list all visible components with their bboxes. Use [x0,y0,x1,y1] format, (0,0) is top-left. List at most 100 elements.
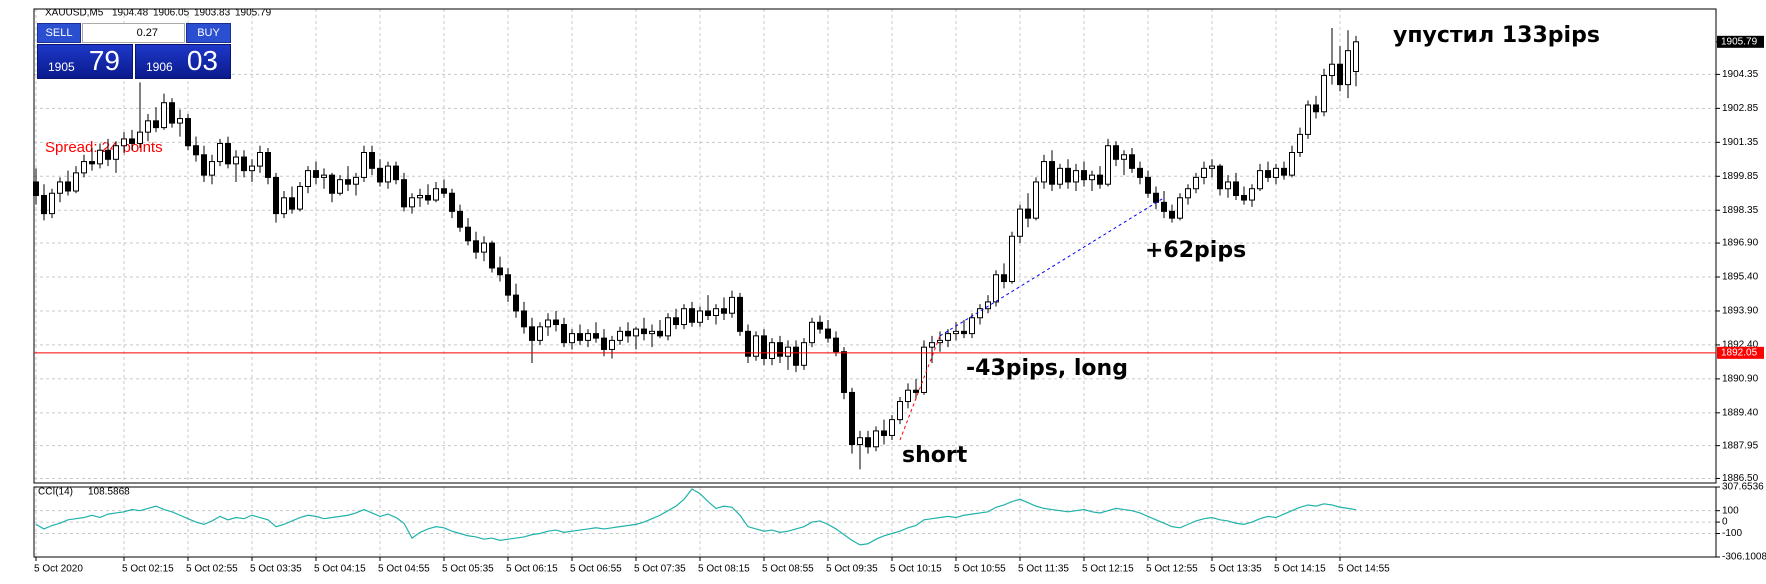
candle-body [273,176,279,215]
candle-body [1233,181,1239,197]
x-tick-label: 5 Oct 11:35 [1018,564,1069,575]
x-tick-label: 5 Oct 04:55 [378,564,430,575]
x-tick-label: 5 Oct 2020 [34,564,83,575]
candle-body [625,330,631,337]
candle-body [561,324,567,344]
symbol: XAUUSD,M5 [45,8,104,19]
plot-frame [33,486,1717,558]
candle-body [1305,104,1311,135]
candle-body [49,192,55,215]
candle-body [97,149,103,165]
candle-body [681,308,687,326]
candle-body [1025,208,1031,219]
bid-quote[interactable]: 1905 79 [37,44,133,79]
plot-frame [33,8,1717,484]
candle-body [457,210,463,228]
candle-body [545,319,551,328]
candle-body [745,330,751,357]
candle-body [889,419,895,436]
candle-body [1097,174,1103,185]
candle-body [1209,165,1215,169]
lot-size[interactable]: 0.27 [82,23,185,43]
candle-body [689,308,695,323]
x-tick-label: 5 Oct 13:35 [1210,564,1262,575]
candle-body [585,333,591,341]
y-tick-label: 1902.85 [1722,103,1759,114]
y-tick-label: 1899.85 [1722,171,1759,182]
candle-body [1121,154,1127,160]
candle-body [337,179,343,194]
candle-body [241,156,247,172]
candle-body [825,328,831,339]
ask-quote[interactable]: 1906 03 [135,44,231,79]
candle-body [153,120,159,129]
candle-body [1185,188,1191,199]
x-tick-label: 5 Oct 05:35 [442,564,494,575]
candle-body [857,437,863,446]
candle-body [697,310,703,323]
x-tick-label: 5 Oct 02:15 [122,564,174,575]
candle-body [985,301,991,310]
candle-body [905,389,911,403]
candle-body [57,181,63,194]
y-tick-label: 1904.35 [1722,69,1759,80]
candle-body [385,165,391,183]
candle-body [1241,195,1247,201]
x-tick-label: 5 Oct 12:15 [1082,564,1134,575]
candle-body [1065,167,1071,183]
candle-body [505,274,511,296]
candle-body [169,102,175,124]
candle-body [1017,208,1023,237]
trade-line [899,335,941,441]
candle-body [777,342,783,357]
candle-body [649,330,655,335]
candle-body [1001,274,1007,283]
bid-label-box [1717,35,1764,48]
candle-body [817,321,823,330]
candle-body [1161,201,1167,212]
candle-body [913,389,919,393]
candle-body [201,154,207,176]
candle-body [1281,167,1287,176]
candle-body [289,197,295,210]
candle-body [417,195,423,199]
candle-body [481,242,487,253]
candle-body [1297,133,1303,154]
annotation: short [902,443,968,468]
candle-body [345,179,351,185]
candle-body [209,161,215,176]
sell-button[interactable]: SELL [37,23,81,43]
candle-body [113,145,119,160]
candle-body [1345,50,1351,86]
candle-body [185,118,191,147]
candle-body [1081,170,1087,181]
candle-body [993,274,999,303]
candle-body [377,167,383,183]
candle-body [849,391,855,446]
candle-body [449,192,455,212]
candle-body [1009,235,1015,283]
candle-body [841,351,847,393]
y-tick-label: 1901.35 [1722,137,1759,148]
candle-body [1249,188,1255,201]
candle-body [465,226,471,242]
candle-body [633,328,639,337]
candle-body [529,326,535,341]
y-tick-label: 1896.90 [1722,238,1759,249]
candle-body [1177,197,1183,219]
buy-button[interactable]: BUY [186,23,231,43]
x-tick-label: 5 Oct 14:15 [1274,564,1326,575]
candle-body [1129,154,1135,169]
candle-body [1105,145,1111,185]
bid-big: 1905 [48,60,75,74]
candle-body [425,195,431,201]
candle-body [785,346,791,357]
bid-small: 79 [88,45,120,76]
spread: Spread: 24 points [45,139,163,156]
candle-body [537,326,543,341]
candle-body [665,317,671,337]
candle-body [1217,165,1223,190]
candle-body [1089,174,1095,181]
candle-body [921,346,927,393]
x-tick-label: 5 Oct 14:55 [1338,564,1390,575]
